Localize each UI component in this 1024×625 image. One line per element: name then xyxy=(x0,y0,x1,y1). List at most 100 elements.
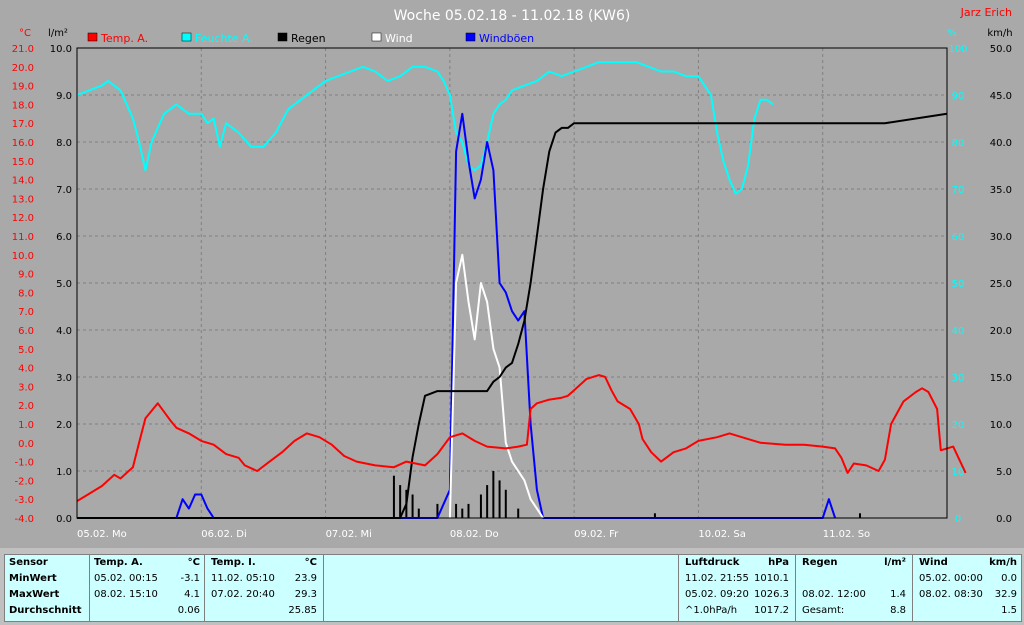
wind-tick: 5.0 xyxy=(996,467,1012,478)
temp-i-panel: Temp. I. °C 11.02. 05:10 23.9 07.02. 20:40… xyxy=(204,554,324,622)
temp-tick: 17.0 xyxy=(12,119,34,130)
axis-ticks: 21.0 20.0 19.0 18.0 17.0 16.0 15.0 14.0 13.0 12.0… xyxy=(12,44,1012,540)
pressure-panel: Luftdruck hPa 11.02. 21:55 1010.1 05.02. 0… xyxy=(678,554,796,622)
series-wind xyxy=(448,253,544,519)
temp-i-min-time: 11.02. 05:10 xyxy=(211,573,275,584)
pressure-title: Luftdruck xyxy=(685,557,740,568)
pressure-min-val: 1010.1 xyxy=(754,573,789,584)
pressure-min-time: 11.02. 21:55 xyxy=(685,573,749,584)
pressure-trend-val: 1017.2 xyxy=(754,605,789,616)
legend-swatch-0 xyxy=(87,32,98,42)
sensor-panel: Sensor MinWert MaxWert Durchschnitt xyxy=(4,554,90,622)
legend-label-3: Wind xyxy=(385,32,413,45)
author-label: Jarz Erich xyxy=(960,6,1012,19)
temp-tick: 15.0 xyxy=(12,157,34,168)
rain-tick: 2.0 xyxy=(56,420,72,431)
wind-tick: 30.0 xyxy=(990,232,1012,243)
day-label: 09.02. Fr xyxy=(574,529,619,540)
temp-tick: 6.0 xyxy=(18,326,34,337)
temp-tick: 19.0 xyxy=(12,82,34,93)
sensor-header: Sensor xyxy=(9,557,48,568)
chart-legend: Temp. A. Feuchte A. Regen Wind Windböen xyxy=(87,32,534,45)
hum-tick: 80 xyxy=(952,138,965,149)
temp-i-title: Temp. I. xyxy=(211,557,256,568)
stats-table: Sensor MinWert MaxWert Durchschnitt Temp… xyxy=(0,548,1024,625)
rain-tick: 3.0 xyxy=(56,373,72,384)
rain-max-val: 1.4 xyxy=(890,589,906,600)
temp-tick: 14.0 xyxy=(12,176,34,187)
temp-tick: 10.0 xyxy=(12,251,34,262)
temp-i-unit: °C xyxy=(304,557,317,568)
temp-unit-label: °C xyxy=(19,28,31,39)
wind-tick: 15.0 xyxy=(990,373,1012,384)
temp-tick: 1.0 xyxy=(18,420,34,431)
wind-title: Wind xyxy=(919,557,948,568)
temp-tick: 13.0 xyxy=(12,194,34,205)
rain-tick: 1.0 xyxy=(56,467,72,478)
wind-tick: 25.0 xyxy=(990,279,1012,290)
temp-tick: 2.0 xyxy=(18,401,34,412)
day-label: 11.02. So xyxy=(823,529,870,540)
chart-grid xyxy=(77,48,947,518)
legend-label-2: Regen xyxy=(291,32,326,45)
hum-tick: 90 xyxy=(952,91,965,102)
legend-swatch-3 xyxy=(371,32,382,42)
temp-tick: -4.0 xyxy=(14,514,34,525)
temp-tick: -1.0 xyxy=(14,458,34,469)
temp-tick: 0.0 xyxy=(18,439,34,450)
temp-i-max-val: 29.3 xyxy=(294,589,317,600)
rain-tick: 6.0 xyxy=(56,232,72,243)
temp-tick: 9.0 xyxy=(18,270,34,281)
hum-tick: 70 xyxy=(952,185,965,196)
hum-tick: 20 xyxy=(952,420,965,431)
temp-a-panel: Temp. A. °C 05.02. 00:15 -3.1 08.02. 15:10… xyxy=(89,554,205,622)
wind-unit: km/h xyxy=(989,557,1017,568)
rain-tick: 10.0 xyxy=(50,44,72,55)
temp-tick: 12.0 xyxy=(12,213,34,224)
durchschnitt-label: Durchschnitt xyxy=(9,605,82,616)
rain-tick: 0.0 xyxy=(56,514,72,525)
legend-swatch-4 xyxy=(465,32,476,42)
rain-panel: Regen l/m² 08.02. 12:00 1.4 Gesamt: 8.8 xyxy=(795,554,913,622)
wind-panel: Wind km/h 05.02. 00:00 0.0 08.02. 08:30 32.… xyxy=(912,554,1022,622)
wind-tick: 50.0 xyxy=(990,44,1012,55)
temp-tick: 21.0 xyxy=(12,44,34,55)
rain-tick: 5.0 xyxy=(56,279,72,290)
plot-frame xyxy=(76,47,948,519)
maxwert-label: MaxWert xyxy=(9,589,60,600)
legend-label-1: Feuchte A. xyxy=(195,32,253,45)
rain-max-time: 08.02. 12:00 xyxy=(802,589,866,600)
series-lines xyxy=(76,61,967,519)
minwert-label: MinWert xyxy=(9,573,57,584)
temp-tick: 5.0 xyxy=(18,345,34,356)
temp-a-max-time: 08.02. 15:10 xyxy=(94,589,158,600)
legend-label-0: Temp. A. xyxy=(100,32,148,45)
rain-total: 8.8 xyxy=(890,605,906,616)
temp-tick: 8.0 xyxy=(18,288,34,299)
day-label: 06.02. Di xyxy=(201,529,246,540)
wind-tick: 20.0 xyxy=(990,326,1012,337)
series-windb-en xyxy=(175,112,837,519)
hum-tick: 60 xyxy=(952,232,965,243)
temp-tick: 7.0 xyxy=(18,307,34,318)
rain-bars xyxy=(392,471,861,518)
temp-tick: 16.0 xyxy=(12,138,34,149)
hum-tick: 50 xyxy=(952,279,965,290)
temp-tick: 18.0 xyxy=(12,100,34,111)
temp-a-title: Temp. A. xyxy=(94,557,143,568)
hum-tick: 10 xyxy=(952,467,965,478)
rain-unit-label: l/m² xyxy=(48,28,68,39)
wind-tick: 10.0 xyxy=(990,420,1012,431)
rain-total-label: Gesamt: xyxy=(802,605,845,616)
rain-tick: 7.0 xyxy=(56,185,72,196)
temp-tick: 3.0 xyxy=(18,382,34,393)
temp-a-min-val: -3.1 xyxy=(180,573,200,584)
series-feuchte-a xyxy=(76,61,774,195)
pressure-max-val: 1026.3 xyxy=(754,589,789,600)
wind-unit-label: km/h xyxy=(987,28,1012,39)
temp-i-max-time: 07.02. 20:40 xyxy=(211,589,275,600)
temp-a-min-time: 05.02. 00:15 xyxy=(94,573,158,584)
chart-title: Woche 05.02.18 - 11.02.18 (KW6) xyxy=(394,8,631,24)
wind-avg: 1.5 xyxy=(1001,605,1017,616)
wind-tick: 45.0 xyxy=(990,91,1012,102)
